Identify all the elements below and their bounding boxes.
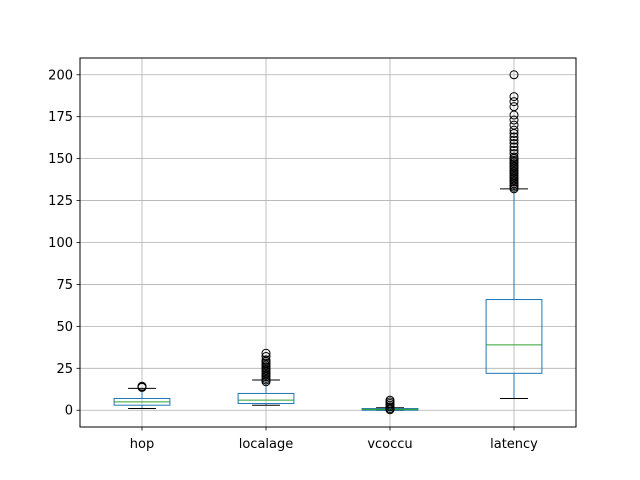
y-tick-label: 200 — [48, 68, 73, 83]
outlier-point — [509, 139, 519, 149]
box-vcoccu — [361, 395, 419, 415]
outlier-point — [261, 355, 271, 365]
outlier-point — [509, 142, 519, 152]
box-localage — [237, 348, 295, 406]
x-tick-label: latency — [490, 437, 538, 452]
y-tick-label: 175 — [48, 110, 73, 125]
outlier-point — [509, 125, 519, 135]
box-latency — [485, 70, 543, 399]
outlier-point — [509, 70, 519, 80]
outlier-point — [385, 395, 395, 405]
outlier-point — [137, 381, 147, 391]
iqr-box — [485, 299, 543, 374]
x-tick-label: hop — [130, 437, 154, 452]
iqr-box — [237, 392, 295, 405]
outlier-point — [509, 135, 519, 145]
box-hop — [113, 381, 171, 410]
outlier-point — [509, 132, 519, 142]
outlier-point — [509, 120, 519, 130]
outlier-point — [509, 102, 519, 112]
outlier-point — [509, 92, 519, 102]
y-tick-label: 125 — [48, 194, 73, 209]
outlier-point — [509, 145, 519, 155]
outlier-point — [509, 149, 519, 159]
outlier-point — [261, 352, 271, 362]
y-tick-label: 150 — [48, 152, 73, 167]
y-tick-label: 0 — [65, 404, 73, 419]
outlier-point — [509, 97, 519, 107]
boxes — [113, 70, 543, 415]
x-tick-label: localage — [239, 437, 294, 452]
x-tick-label: vcoccu — [367, 437, 412, 452]
y-tick-label: 100 — [48, 236, 73, 251]
y-tick-label: 50 — [56, 320, 73, 335]
y-tick-label: 25 — [56, 362, 73, 377]
grid — [80, 58, 576, 427]
outlier-point — [509, 152, 519, 162]
y-tick-label: 75 — [56, 278, 73, 293]
outlier-point — [509, 115, 519, 125]
outlier-point — [261, 348, 271, 358]
axes: 0 25 50 75 100 125 150 175 200 hop localage vcoccu l… — [48, 68, 538, 452]
